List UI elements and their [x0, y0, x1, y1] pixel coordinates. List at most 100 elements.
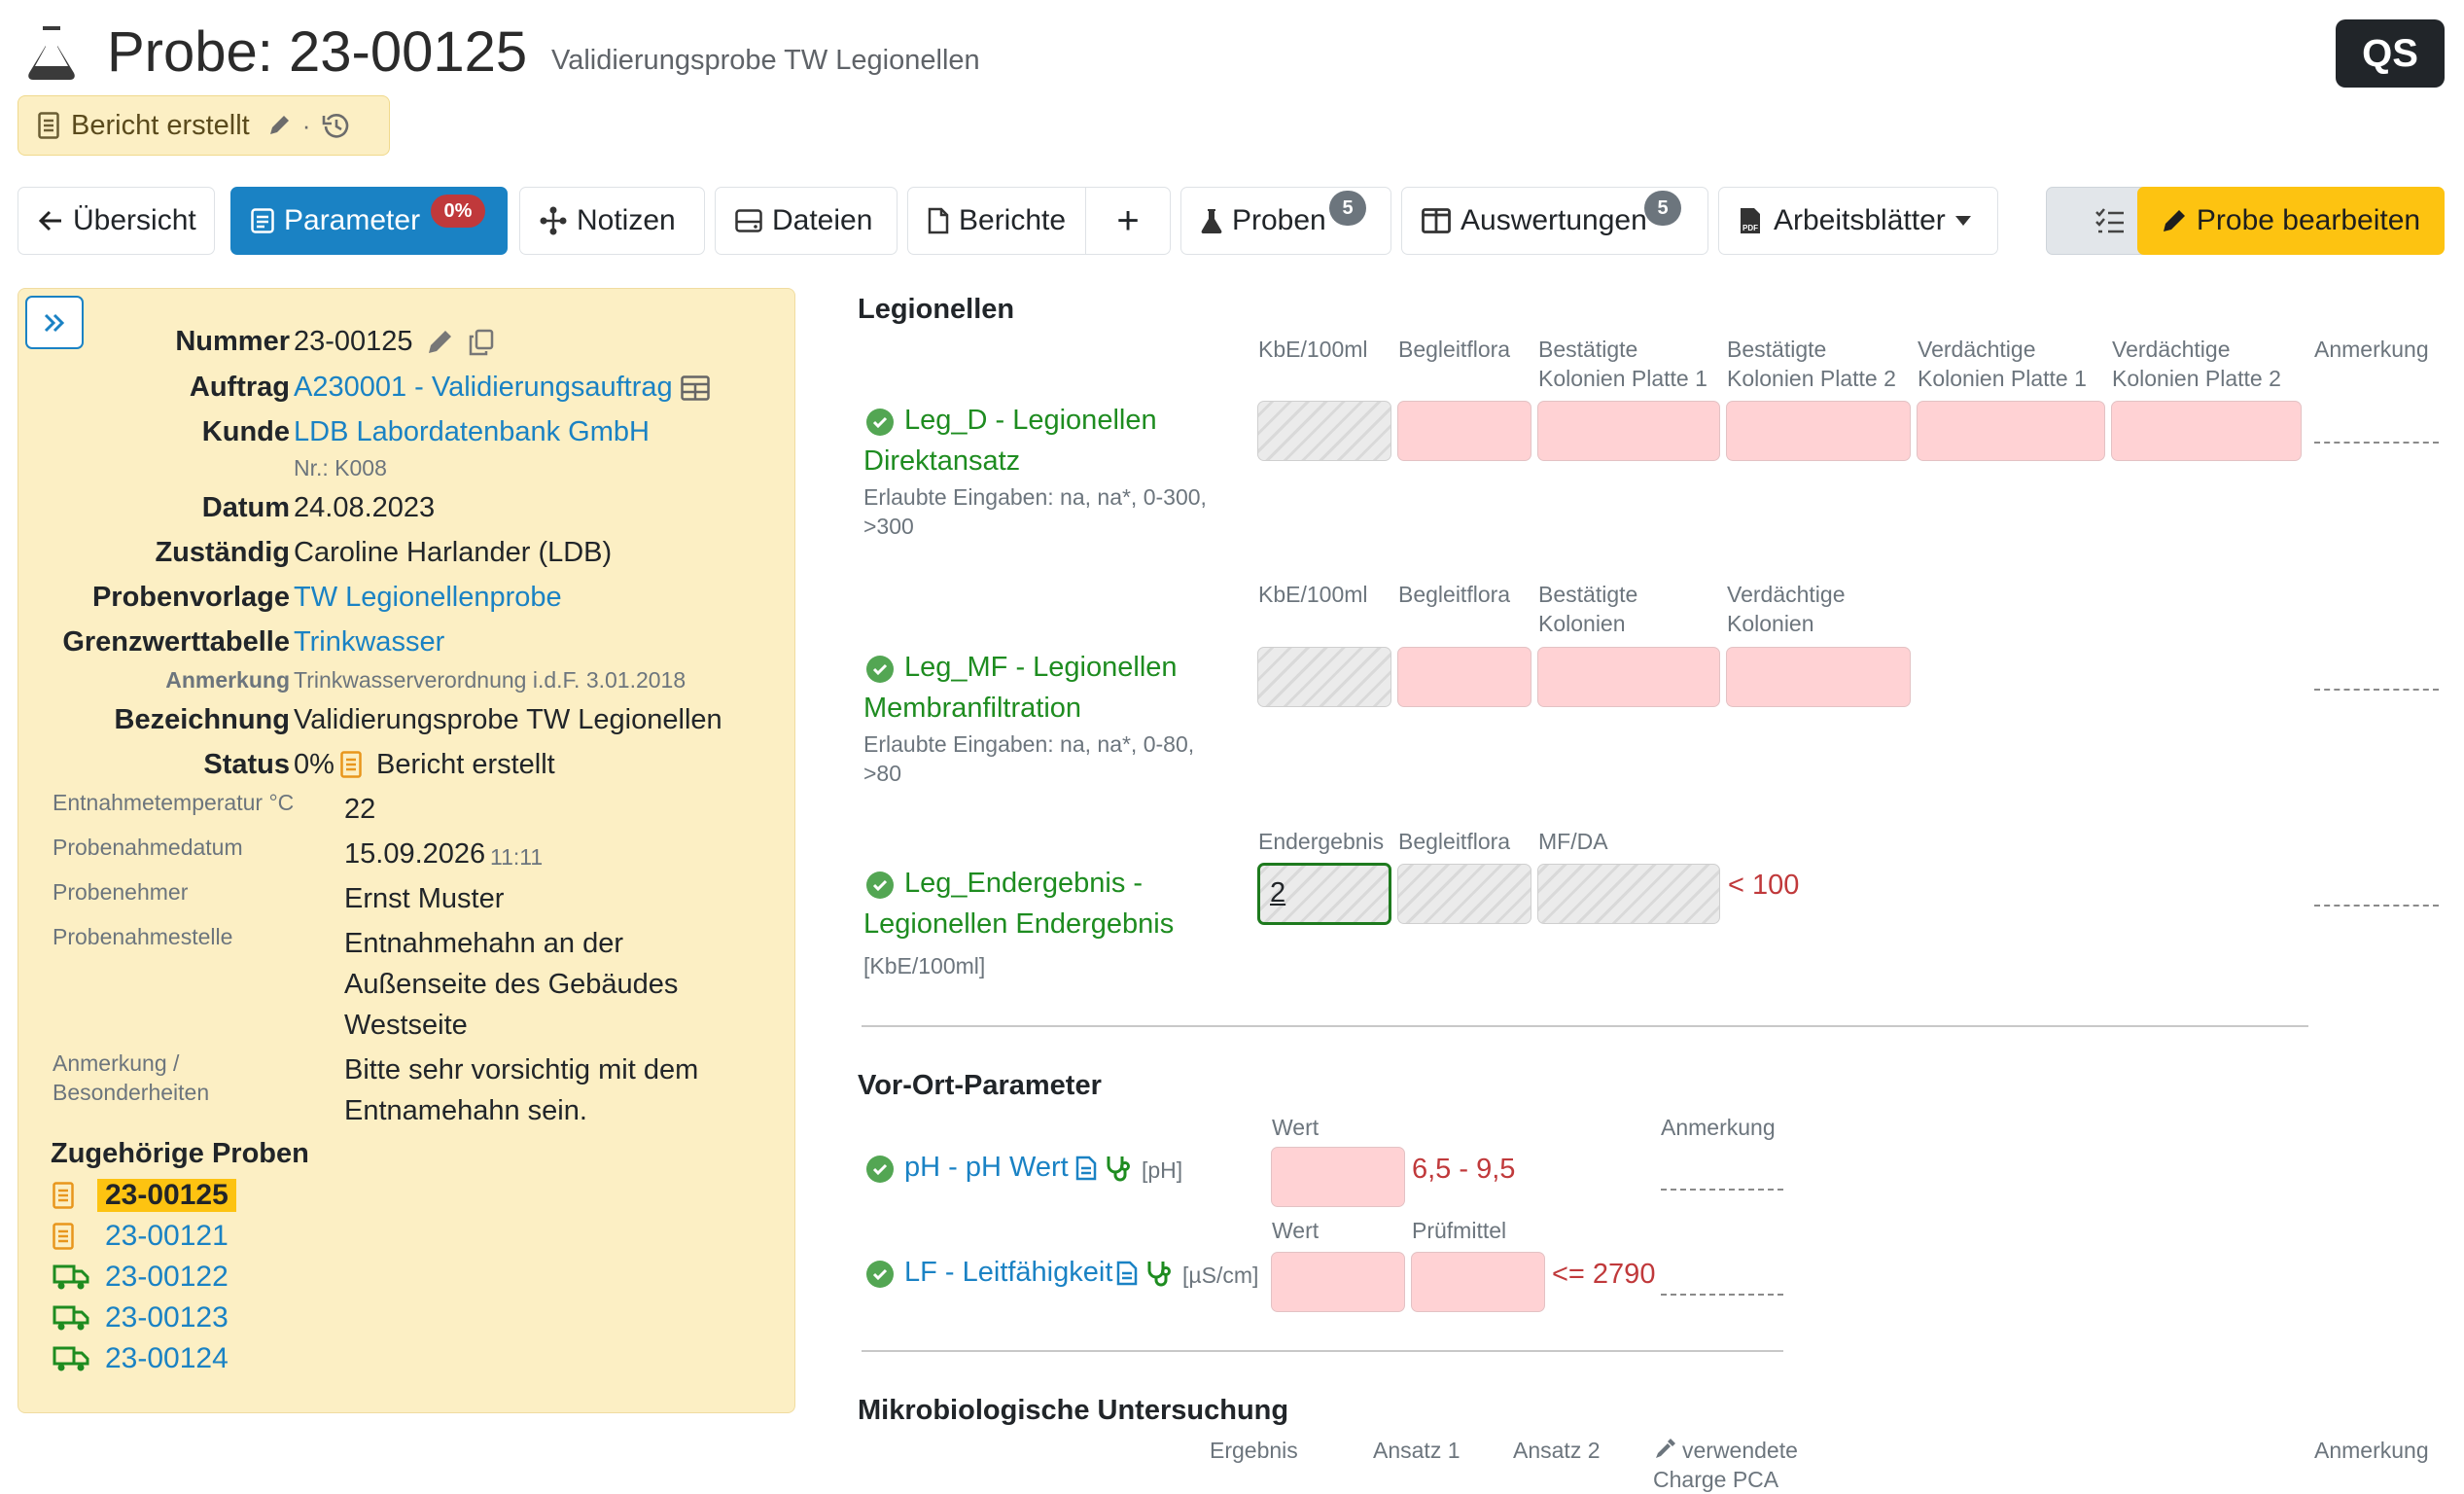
param-name[interactable]: Leg_MF - Legionellen: [904, 652, 1178, 683]
value-input[interactable]: [1397, 647, 1531, 707]
col-header: Bestätigte: [1727, 337, 1827, 362]
probenehmer-value: Ernst Muster: [344, 883, 505, 914]
add-report-button[interactable]: +: [1085, 187, 1171, 255]
tab-proben-label: Proben: [1232, 204, 1326, 236]
report-doc-icon: [38, 112, 59, 139]
value-input[interactable]: [1726, 647, 1911, 707]
related-sample-item[interactable]: 23-00124: [53, 1342, 229, 1375]
related-sample-link[interactable]: 23-00122: [105, 1261, 229, 1293]
col-header-wert: Wert: [1272, 1115, 1320, 1140]
related-sample-link[interactable]: 23-00124: [105, 1342, 229, 1374]
grenzwert-label: Grenzwerttabelle: [62, 626, 290, 658]
check-circle-icon: [866, 409, 894, 436]
related-sample-link[interactable]: 23-00121: [105, 1220, 229, 1252]
col-header: Bestätigte: [1538, 337, 1638, 362]
history-icon[interactable]: [322, 111, 351, 140]
col-header: Kolonien Platte 1: [1538, 366, 1707, 391]
endergebnis-input[interactable]: 2: [1257, 863, 1391, 925]
back-button[interactable]: Übersicht: [18, 187, 215, 255]
value-input[interactable]: [1537, 401, 1720, 461]
value-input[interactable]: [1917, 401, 2105, 461]
qs-button[interactable]: QS: [2336, 19, 2445, 88]
col-header: Anmerkung: [2314, 1438, 2429, 1463]
add-label: +: [1116, 198, 1140, 242]
edit-number-icon[interactable]: [426, 329, 453, 356]
param-name[interactable]: Direktansatz: [863, 445, 1021, 477]
value-input[interactable]: [1411, 1252, 1545, 1312]
table-icon[interactable]: [681, 375, 710, 401]
auftrag-link[interactable]: A230001 - Validierungsauftrag: [294, 372, 673, 403]
value-input[interactable]: [1726, 401, 1911, 461]
back-label: Übersicht: [73, 204, 196, 236]
pencil-icon[interactable]: [267, 114, 291, 137]
value-input[interactable]: [2111, 401, 2302, 461]
tab-berichte[interactable]: Berichte: [907, 187, 1086, 255]
stethoscope-icon[interactable]: [1105, 1154, 1134, 1183]
tab-berichte-label: Berichte: [959, 204, 1067, 236]
limit-value: < 100: [1728, 870, 1800, 901]
bezeichnung-label: Bezeichnung: [114, 704, 290, 735]
related-sample-item[interactable]: 23-00121: [53, 1220, 229, 1253]
pill-separator: ·: [301, 110, 311, 140]
tab-auswertungen-label: Auswertungen: [1461, 204, 1647, 236]
param-name[interactable]: Leg_D - Legionellen: [904, 405, 1157, 436]
edit-sample-button[interactable]: Probe bearbeiten: [2137, 187, 2445, 255]
tab-notizen[interactable]: Notizen: [519, 187, 705, 255]
param-link-lf[interactable]: LF - Leitfähigkeit: [904, 1257, 1113, 1288]
limit-value: 6,5 - 9,5: [1412, 1154, 1516, 1185]
related-sample-link[interactable]: 23-00123: [105, 1301, 229, 1334]
value-input[interactable]: [1271, 1252, 1405, 1312]
col-header: Kolonien Platte 2: [2112, 366, 2281, 391]
related-sample-current[interactable]: 23-00125: [97, 1179, 236, 1212]
related-sample-item[interactable]: 23-00125: [53, 1179, 236, 1212]
param-name[interactable]: Membranfiltration: [863, 693, 1082, 724]
col-header-wert: Wert: [1272, 1218, 1320, 1243]
col-header-anmerkung: Anmerkung: [1661, 1115, 1776, 1140]
sitemap-icon: [540, 206, 567, 235]
flask-icon: [25, 23, 78, 82]
param-name[interactable]: Legionellen Endergebnis: [863, 908, 1175, 940]
value-input-disabled: [1257, 647, 1391, 707]
arbeitsblaetter-dropdown[interactable]: PDF Arbeitsblätter: [1718, 187, 1998, 255]
zustaendig-label: Zuständig: [155, 537, 290, 568]
remark-field[interactable]: [1661, 1189, 1783, 1191]
stethoscope-icon[interactable]: [1145, 1259, 1175, 1288]
copy-icon[interactable]: [469, 329, 494, 356]
remark-field[interactable]: [1661, 1294, 1783, 1296]
doc-icon[interactable]: [1116, 1261, 1138, 1286]
value-input[interactable]: [1271, 1147, 1405, 1207]
report-doc-icon: [53, 1182, 74, 1209]
col-header: Charge PCA: [1653, 1467, 1779, 1492]
probenvorlage-link[interactable]: TW Legionellenprobe: [294, 582, 562, 613]
list-alt-icon: [251, 208, 274, 233]
truck-icon: [53, 1263, 89, 1291]
tab-parameter[interactable]: Parameter: [230, 187, 508, 255]
status-pill[interactable]: Bericht erstellt ·: [18, 95, 390, 156]
related-sample-item[interactable]: 23-00123: [53, 1301, 229, 1334]
tasks-icon: [2094, 207, 2126, 234]
kunde-link[interactable]: LDB Labordatenbank GmbH: [294, 416, 650, 447]
status-value: Bericht erstellt: [376, 749, 555, 780]
parameter-progress-badge: 0%: [431, 195, 485, 228]
related-sample-item[interactable]: 23-00122: [53, 1261, 229, 1294]
collapse-panel-button[interactable]: [25, 296, 84, 349]
value-input[interactable]: [1537, 647, 1720, 707]
doc-icon[interactable]: [1075, 1156, 1097, 1181]
param-link-ph[interactable]: pH - pH Wert: [904, 1152, 1069, 1183]
value-input[interactable]: [1397, 401, 1531, 461]
remark-field[interactable]: [2314, 905, 2439, 907]
remark-field[interactable]: [2314, 689, 2439, 691]
param-name[interactable]: Leg_Endergebnis -: [904, 868, 1144, 899]
proben-count-badge: 5: [1329, 191, 1366, 226]
besonderheiten-label-2: Besonderheiten: [53, 1080, 210, 1105]
col-header: Endergebnis: [1258, 829, 1385, 854]
remark-field[interactable]: [2314, 442, 2439, 444]
grenzwert-link[interactable]: Trinkwasser: [294, 626, 445, 658]
col-header: verwendete: [1682, 1438, 1798, 1463]
section-divider: [862, 1025, 2308, 1027]
eyedropper-icon: [1653, 1438, 1676, 1461]
param-hint: Erlaubte Eingaben: na, na*, 0-300,: [863, 484, 1207, 510]
probenahmestelle-line2: Außenseite des Gebäudes: [344, 969, 679, 1000]
tab-dateien[interactable]: Dateien: [715, 187, 898, 255]
columns-icon: [1422, 208, 1451, 233]
